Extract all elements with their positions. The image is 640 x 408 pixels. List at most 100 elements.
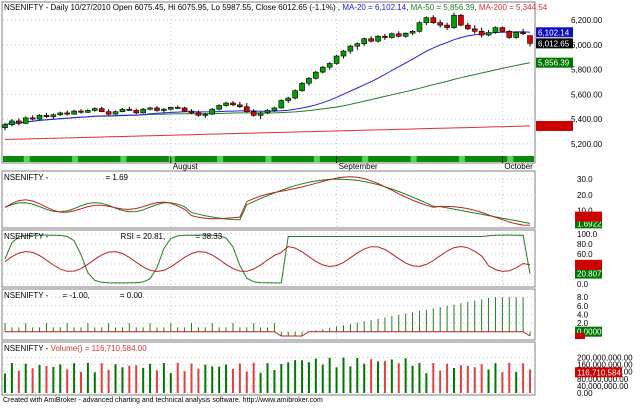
candle-body — [354, 43, 361, 47]
stochastic-line — [4, 234, 531, 284]
candle-body — [112, 111, 119, 115]
candle-body — [237, 104, 243, 108]
volume-tick-label: 40,000,000.00 — [577, 382, 629, 391]
candle-body — [527, 35, 533, 44]
price-tick-label: 6,200.00 — [571, 16, 603, 25]
candle-body — [133, 110, 140, 114]
candle-body — [181, 107, 188, 112]
close-price-badge: 6,012.65 — [538, 39, 570, 48]
di-plus-line — [4, 178, 531, 224]
candle-body — [437, 22, 443, 26]
volume-badge-text: 116,710,584 — [577, 368, 621, 377]
trend-strip-segment — [507, 156, 514, 162]
ma-20-badge: 6,102.14 — [538, 28, 570, 37]
candle-body — [319, 66, 326, 73]
month-label: October — [504, 162, 533, 171]
histogram-panel[interactable]: 0.02.04.06.08.00.00000 NSENIFTY - = -1.0… — [1, 288, 606, 341]
candle-body — [271, 107, 278, 111]
candle-body — [368, 38, 374, 42]
panel-2-title: NSENIFTY - = 1.69 — [4, 173, 129, 182]
candle-body — [202, 113, 209, 116]
candle-body — [416, 22, 423, 32]
candle-body — [64, 112, 70, 115]
candle-body — [188, 110, 195, 114]
candle-body — [326, 63, 333, 68]
candle-body — [147, 107, 153, 110]
ma-200-badge — [536, 120, 573, 131]
candle-body — [389, 33, 395, 38]
candle-body — [313, 71, 319, 79]
candle-body — [499, 27, 506, 32]
trend-strip-segment — [23, 156, 30, 162]
panel-5-title: NSENIFTY - Volume() = 116,710,584.00 — [4, 344, 147, 353]
candle-body — [451, 14, 457, 28]
p2-badge-text: 1.69222 — [577, 219, 606, 228]
candle-body — [36, 115, 43, 120]
candle-body — [285, 97, 292, 101]
candle-body — [361, 38, 368, 44]
p3-badge-text: 20.8077 — [577, 270, 606, 279]
volume-panel[interactable]: 0.0040,000,000.0080,000,000.00120,000,00… — [1, 341, 633, 398]
month-label: August — [173, 162, 199, 171]
volume-tick-label: 200,000,000.00 — [577, 354, 633, 363]
rsi-line — [4, 245, 531, 273]
price-panel-title: NSENIFTY - Daily 10/27/2010 Open 6075.45… — [4, 3, 548, 12]
candle-body — [126, 108, 133, 111]
candle-body — [9, 120, 15, 125]
volume-tick-label: 0.00 — [577, 389, 593, 398]
candle-body — [444, 24, 450, 28]
trend-strip-segment — [410, 156, 417, 162]
ma-50-badge-bg — [536, 57, 573, 68]
tick-label: 60.0 — [577, 250, 593, 259]
tick-label: 2.0 — [577, 319, 589, 328]
price-tick-label: 6,000.00 — [571, 41, 603, 50]
panel-4-title: NSENIFTY - = -1.00, = 0.00 — [4, 291, 143, 300]
candle-body — [375, 35, 381, 42]
candle-body — [471, 28, 478, 32]
ma-20-badge-bg — [536, 27, 573, 38]
di-minus-line — [4, 176, 531, 226]
candle-body — [465, 24, 471, 30]
trend-strip-segment — [217, 156, 224, 162]
candle-body — [29, 117, 36, 120]
candle-body — [250, 111, 257, 116]
candle-body — [78, 110, 84, 113]
price-panel[interactable]: 5,200.00 5,400.00 5,600.00 5,800.00 6,000.00… — [1, 1, 603, 171]
trend-strip-segment — [265, 156, 272, 162]
candle-body — [98, 108, 105, 112]
volume-tick-label: 160,000,000.00 — [577, 361, 633, 370]
candle-body — [16, 120, 22, 124]
candle-body — [430, 17, 437, 23]
volume-badge — [575, 367, 622, 378]
candle-body — [264, 110, 271, 114]
tick-label: 100.0 — [577, 230, 598, 239]
candle-body — [71, 110, 77, 115]
p2-badge-red — [575, 211, 602, 222]
candle-body — [230, 102, 236, 106]
ma-50-badge: 5,856.39 — [538, 59, 570, 68]
candle-body — [520, 32, 526, 35]
tick-label: 8.0 — [577, 293, 589, 302]
price-tick-label: 5,200.00 — [571, 140, 603, 149]
trend-strip-segment — [458, 156, 465, 162]
candle-body — [22, 117, 29, 124]
p4-badge-text: 0.00000 — [577, 328, 606, 337]
trend-strip-segment — [72, 156, 79, 162]
p3-badge — [575, 268, 602, 279]
candle-body — [333, 55, 340, 64]
candle-body — [395, 33, 402, 37]
trend-strip-segment — [168, 156, 175, 162]
trend-strip-segment — [120, 156, 127, 162]
tick-label: 80.0 — [577, 240, 593, 249]
candle-body — [257, 112, 264, 116]
panel-3-title: NSENIFTY - RSI = 20.81, = 38.33 — [4, 232, 223, 241]
price-tick-label: 5,800.00 — [571, 66, 603, 75]
indicator-panel-2[interactable]: 10.0 20.0 30.0 1.69222 NSENIFTY - = 1.69 — [1, 170, 606, 230]
candle-body — [409, 31, 416, 34]
tick-label: 20.0 — [577, 191, 593, 200]
candle-body — [154, 107, 160, 111]
candle-body — [174, 107, 181, 109]
month-label: September — [339, 162, 378, 171]
